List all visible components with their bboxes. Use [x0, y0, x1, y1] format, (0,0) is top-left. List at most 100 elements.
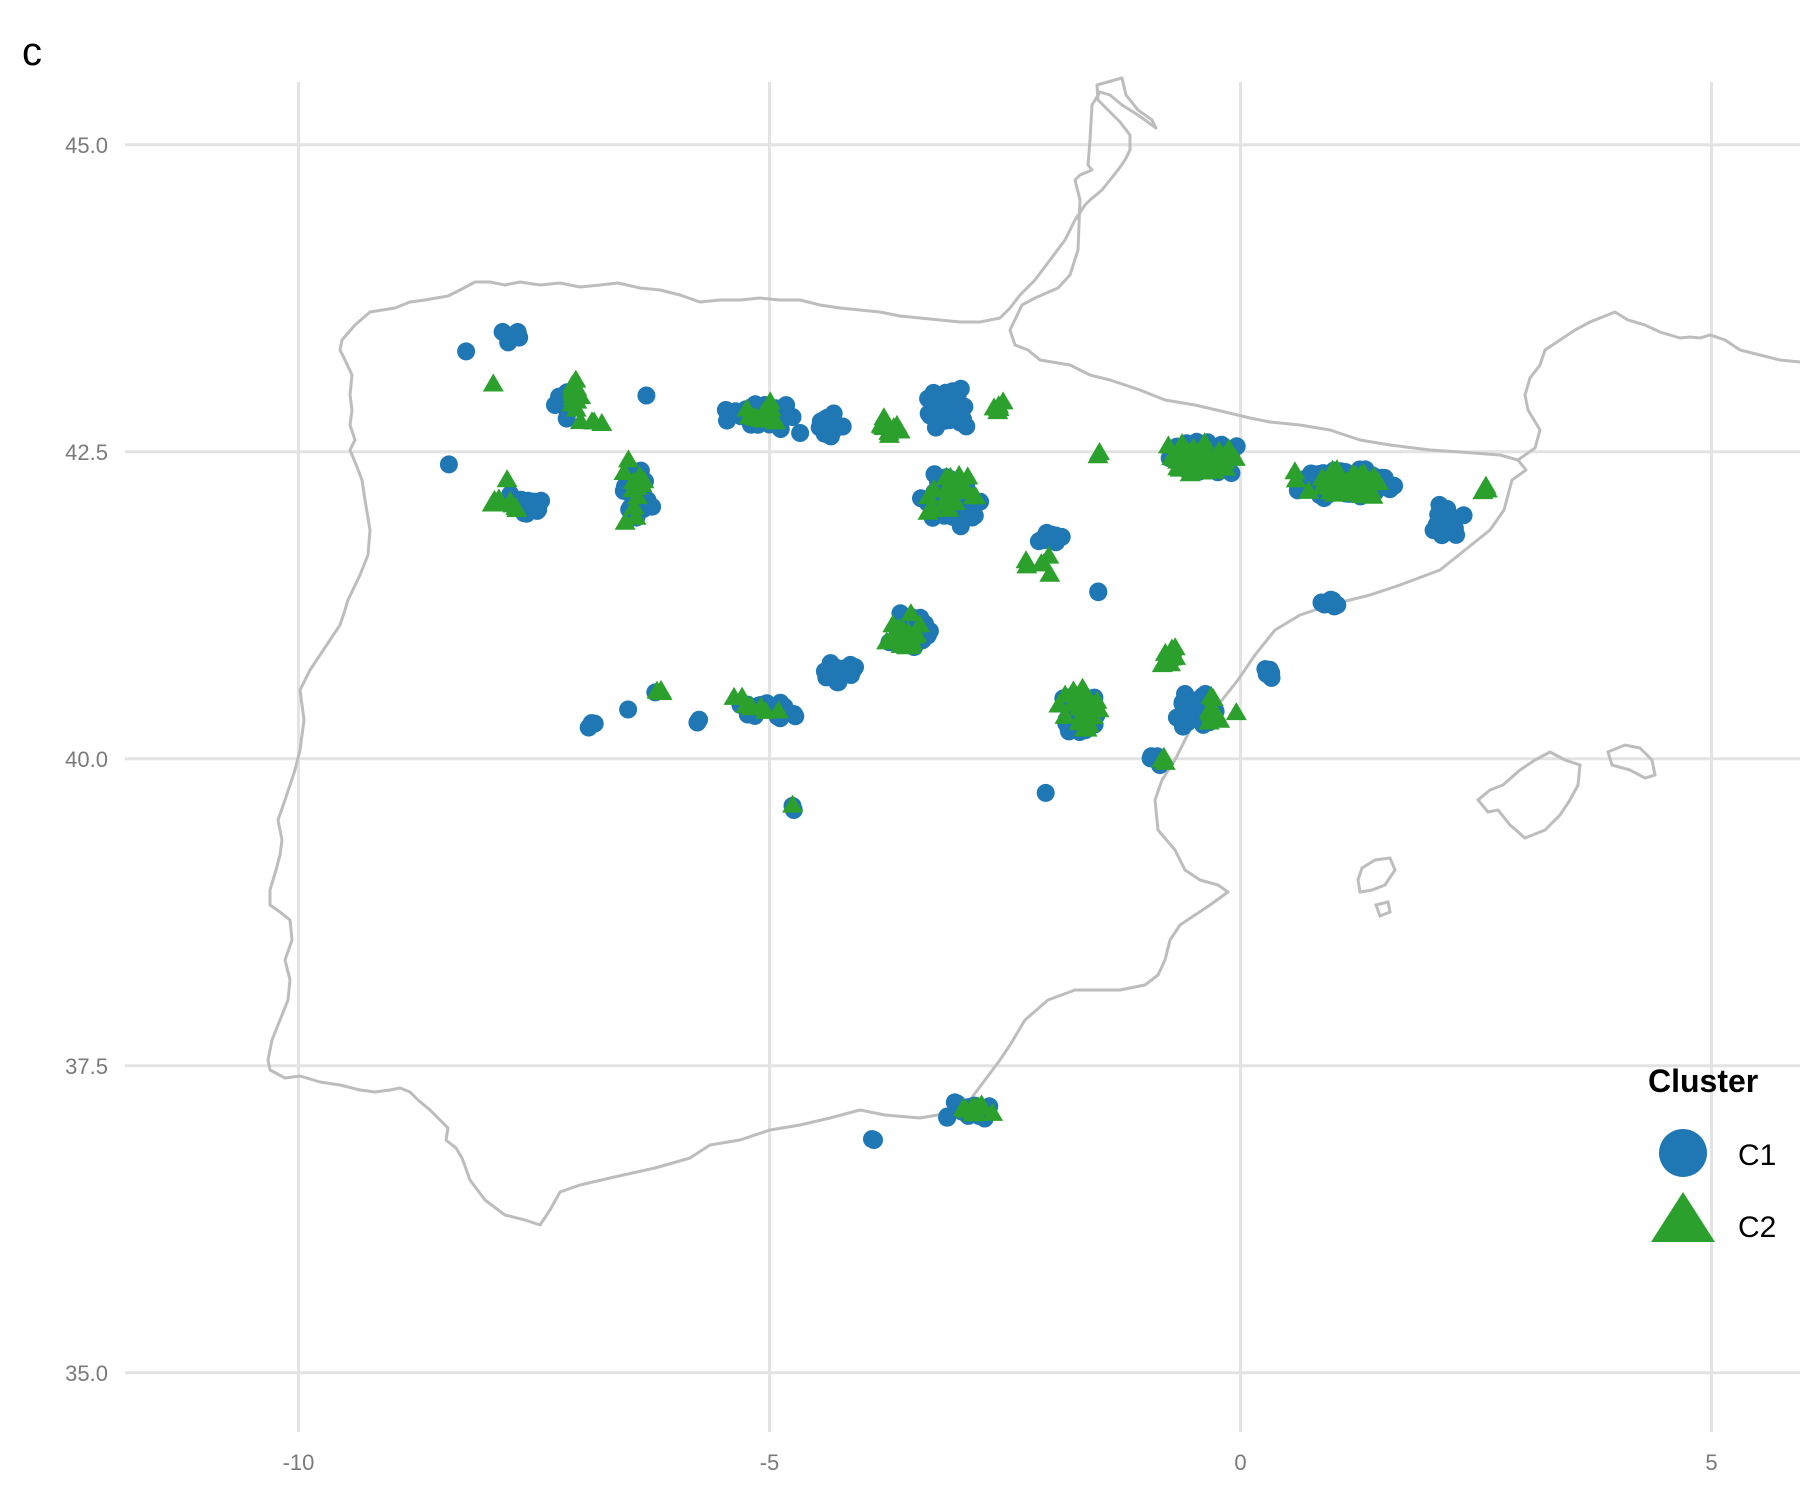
point-c2	[613, 462, 635, 481]
ibiza-outline	[1356, 856, 1397, 894]
point-c2	[767, 700, 789, 719]
point-c2	[1194, 432, 1216, 451]
point-c2	[1069, 697, 1091, 716]
point-c2	[562, 383, 584, 402]
x-tick-label: -5	[760, 1450, 780, 1475]
point-c2	[740, 695, 762, 714]
point-c2	[749, 408, 771, 427]
point-c2	[964, 1097, 986, 1116]
point-c2	[626, 476, 648, 495]
point-c2	[870, 414, 892, 433]
coastline-outline	[266, 76, 1800, 1227]
point-c2	[623, 496, 645, 515]
point-c2	[1048, 694, 1070, 713]
point-c2	[583, 411, 605, 430]
point-c2	[1199, 699, 1221, 718]
point-c1	[1036, 783, 1055, 802]
point-c2	[1214, 450, 1236, 469]
x-tick-label: 0	[1234, 1450, 1246, 1475]
formentera-outline	[1374, 900, 1392, 918]
point-c2	[1161, 638, 1183, 657]
point-c1	[1328, 596, 1347, 614]
point-c1	[638, 491, 657, 510]
y-tick-label: 40.0	[65, 747, 108, 772]
point-c1	[499, 333, 518, 352]
point-c2	[878, 424, 900, 443]
legend-label-c1: C1	[1738, 1139, 1776, 1172]
point-c2	[909, 614, 931, 633]
point-c2	[1184, 457, 1206, 476]
point-c2	[887, 619, 909, 638]
point-c2	[935, 466, 957, 485]
point-c2	[1054, 705, 1076, 724]
point-c2	[982, 1102, 1004, 1121]
point-c2	[1332, 475, 1354, 494]
point-c2	[1284, 461, 1306, 480]
menorca-outline	[1606, 743, 1657, 780]
point-c1	[844, 661, 862, 680]
point-c2	[1087, 445, 1109, 464]
point-c2	[625, 506, 647, 525]
point-c1	[938, 1108, 957, 1127]
point-c1	[815, 424, 834, 443]
legend: Cluster C1 C2	[1648, 1063, 1776, 1244]
point-c2	[1078, 688, 1100, 707]
point-c2	[1354, 477, 1376, 496]
x-tick-label: -10	[283, 1450, 315, 1475]
point-c1	[945, 383, 964, 402]
grid-lines	[125, 82, 1800, 1432]
point-c2	[759, 401, 781, 420]
y-tick-label: 37.5	[65, 1054, 108, 1079]
france-coastline	[1517, 310, 1800, 462]
point-c2	[482, 373, 504, 392]
point-c2	[614, 511, 636, 530]
point-c2	[1225, 702, 1247, 721]
point-c2	[953, 475, 975, 494]
y-tick-label: 35.0	[65, 1361, 108, 1386]
point-c1	[1037, 523, 1056, 542]
point-c1	[1429, 505, 1448, 524]
point-c2	[900, 603, 922, 622]
point-c1	[865, 1131, 883, 1149]
point-c1	[457, 342, 476, 361]
point-c2	[1326, 459, 1348, 478]
point-c1	[1185, 692, 1204, 711]
point-c2	[782, 794, 804, 813]
axis-tick-labels: -10 -5 0 5 35.0 37.5 40.0 42.5 45.0	[65, 133, 1717, 1475]
point-c2	[987, 398, 1009, 417]
point-c2	[917, 486, 939, 505]
legend-title: Cluster	[1648, 1063, 1758, 1099]
point-c2	[1030, 553, 1052, 572]
point-c2	[481, 493, 503, 512]
point-c2	[1068, 712, 1090, 731]
point-c2	[1475, 475, 1497, 494]
panel-label: c	[22, 30, 42, 74]
point-c1	[1089, 582, 1108, 601]
point-c2	[1153, 746, 1175, 765]
point-c2	[1082, 706, 1104, 725]
point-c2	[900, 635, 922, 654]
point-c1	[637, 386, 656, 405]
point-c2	[731, 686, 753, 705]
point-c2	[1015, 550, 1037, 569]
point-c1	[579, 718, 598, 737]
legend-key-c1	[1659, 1129, 1707, 1177]
point-c1	[439, 455, 458, 474]
iberia-coastline	[266, 76, 1528, 1227]
point-c1	[1312, 593, 1331, 612]
point-c2	[1160, 653, 1182, 672]
point-c2	[1183, 437, 1205, 456]
point-c1	[965, 506, 984, 525]
legend-key-c2	[1651, 1192, 1715, 1242]
point-c2	[496, 469, 518, 488]
mallorca-outline	[1475, 750, 1582, 840]
point-c2	[937, 484, 959, 503]
y-tick-label: 45.0	[65, 133, 108, 158]
point-c2	[1209, 709, 1231, 728]
point-c1	[931, 396, 950, 415]
point-c2	[1039, 563, 1061, 582]
point-c2	[1202, 688, 1224, 707]
point-c2	[499, 490, 521, 509]
point-c2	[1342, 482, 1364, 501]
